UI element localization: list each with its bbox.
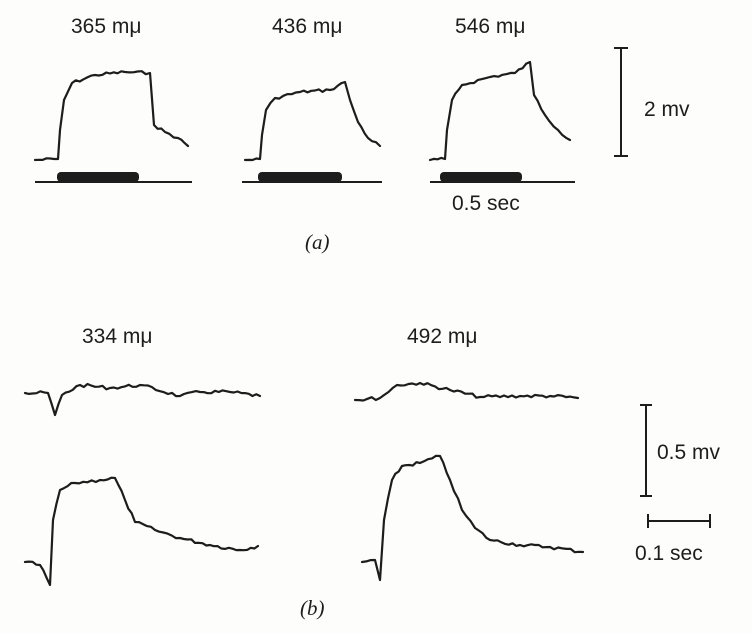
stimulus-bar-3 [440,172,522,182]
wavelength-label-334: 334 mμ [82,325,153,348]
time-scale-label-0-5sec: 0.5 sec [452,192,520,215]
trace-group [23,60,585,587]
voltage-scale-label-2mv: 2 mv [644,98,690,121]
wavelength-label-546: 546 mμ [455,15,526,38]
panel-label-b: (b) [300,596,325,620]
trace-436 [243,80,382,162]
trace-365 [33,70,190,162]
time-scale-label-0-1sec: 0.1 sec [635,542,703,565]
trace-492-bottom [360,454,585,582]
trace-334-bottom [23,476,260,587]
voltage-scale-label-0-5mv: 0.5 mv [657,441,721,464]
trace-546 [428,60,572,162]
wavelength-label-365: 365 mμ [71,15,142,38]
trace-492-top [353,381,580,402]
panel-label-a: (a) [305,230,330,254]
wavelength-label-492: 492 mμ [407,325,478,348]
stimulus-bar-1 [57,172,139,182]
wavelength-label-436: 436 mμ [272,15,343,38]
time-scale-bar-0-1sec [647,514,711,528]
stimulus-bar-2 [258,172,342,182]
trace-334-top [23,382,262,417]
voltage-scale-bar-0-5mv [640,404,652,497]
scale-bar-group [614,47,711,528]
voltage-scale-bar-2mv [614,47,628,157]
stimulus-group [35,172,575,183]
